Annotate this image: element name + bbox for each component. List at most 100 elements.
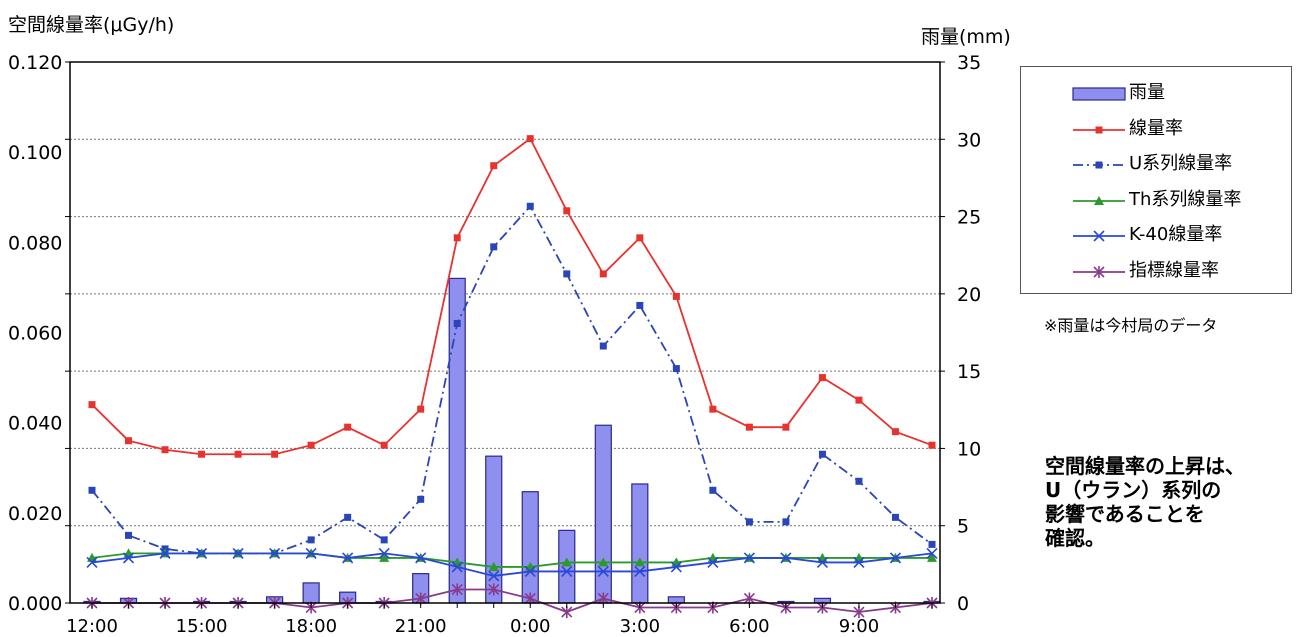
legend-label: 雨量: [1129, 82, 1165, 103]
legend-label: Th系列線量率: [1129, 188, 1242, 210]
marker-stroke: [561, 565, 573, 578]
axis-tick-labels: 0.000 0.020 0.040 0.060 0.080 0.100 0.120 0 5 10 1…: [8, 52, 981, 637]
series-marker: [195, 547, 208, 559]
marker-stroke: [342, 552, 354, 564]
series-marker: [853, 556, 865, 568]
series-marker: [234, 450, 242, 458]
marker-stroke: [415, 552, 427, 564]
legend-swatch: [1073, 195, 1125, 205]
right-tick-label: 25: [957, 207, 981, 229]
legend-item: K-40線量率: [1021, 221, 1291, 251]
marker-stroke: [122, 552, 135, 564]
series-line: [91, 204, 933, 555]
series-marker: [599, 342, 607, 350]
series-marker: [782, 423, 790, 431]
rain-bar: [594, 424, 612, 604]
series-marker: [891, 428, 899, 436]
series-marker: [709, 486, 717, 494]
marker-stroke: [780, 552, 792, 564]
rain-bars: [83, 277, 941, 604]
series-marker: [634, 565, 646, 578]
plot-frame: [65, 61, 945, 608]
marker-stroke: [86, 556, 98, 568]
series-marker: [526, 202, 534, 210]
series-marker: [636, 301, 644, 309]
legend-marker: [1093, 265, 1105, 278]
x-tick-label: 21:00: [395, 616, 447, 637]
series-marker: [380, 536, 388, 544]
series-marker: [305, 547, 317, 559]
rain-bar: [302, 582, 320, 604]
marker-stroke: [707, 556, 719, 568]
legend-item: 指標線量率: [1021, 257, 1291, 287]
series-marker: [271, 450, 279, 458]
left-tick-label: 0.000: [8, 593, 62, 615]
legend-label: 線量率: [1129, 117, 1183, 139]
legend-swatch: [1073, 161, 1125, 169]
right-tick-label: 0: [957, 593, 969, 615]
series-line: [92, 588, 933, 613]
left-tick-label: 0.060: [8, 323, 62, 345]
series-marker: [636, 234, 644, 242]
series-marker: [672, 292, 680, 300]
x-tick-label: 3:00: [620, 616, 660, 637]
series-marker: [198, 450, 206, 458]
x-tick-label: 0:00: [510, 616, 550, 637]
series-marker: [451, 561, 463, 573]
legend-label: 指標線量率: [1129, 259, 1219, 281]
series-marker: [634, 557, 645, 567]
series-marker: [853, 606, 865, 619]
series-marker: [122, 552, 135, 564]
series-marker: [561, 557, 572, 567]
marker-stroke: [853, 556, 865, 568]
series-marker: [672, 365, 680, 373]
marker-stroke: [451, 561, 463, 573]
left-tick-label: 0.020: [8, 503, 62, 525]
x-tick-label: 6:00: [729, 616, 769, 637]
series-marker: [342, 552, 354, 564]
series-marker: [745, 518, 753, 526]
series-marker: [451, 583, 463, 596]
series-marker: [782, 518, 790, 526]
legend-marker: [1093, 230, 1105, 242]
marker-stroke: [378, 547, 390, 559]
legend-marker: [1095, 161, 1103, 169]
series-marker: [488, 583, 500, 596]
series-marker: [526, 135, 534, 143]
series-marker: [415, 552, 427, 564]
x-tick-label: 18:00: [285, 616, 337, 637]
legend-item: U系列線量率: [1021, 150, 1291, 180]
x-tick-label: 9:00: [839, 616, 879, 637]
grid-lines: [70, 138, 940, 527]
marker-stroke: [232, 547, 244, 559]
series-marker: [86, 556, 98, 568]
marker-stroke: [195, 547, 208, 559]
series-marker: [378, 547, 390, 559]
marker-stroke: [670, 561, 682, 573]
series-marker: [597, 565, 609, 578]
marker-stroke: [159, 547, 171, 559]
legend-bar-swatch: [1072, 87, 1126, 101]
marker-stroke: [889, 552, 902, 564]
series-marker: [780, 552, 792, 564]
series-marker: [889, 552, 902, 564]
series-marker: [926, 547, 938, 559]
right-tick-label: 15: [957, 361, 981, 383]
series-marker: [561, 565, 573, 578]
series-line: [91, 552, 933, 577]
series-marker: [344, 423, 352, 431]
legend-marker: [1095, 126, 1103, 133]
series-marker: [707, 556, 719, 568]
series-marker: [927, 552, 937, 562]
series-marker: [307, 536, 315, 544]
series-marker: [743, 552, 755, 564]
series-marker: [159, 547, 171, 559]
right-tick-label: 30: [957, 129, 981, 151]
series-marker: [453, 234, 461, 242]
series-marker: [453, 319, 461, 327]
marker-stroke: [816, 556, 829, 568]
left-tick-label: 0.040: [8, 413, 62, 435]
legend-swatch: [1073, 126, 1125, 133]
rain-bar: [485, 455, 503, 604]
